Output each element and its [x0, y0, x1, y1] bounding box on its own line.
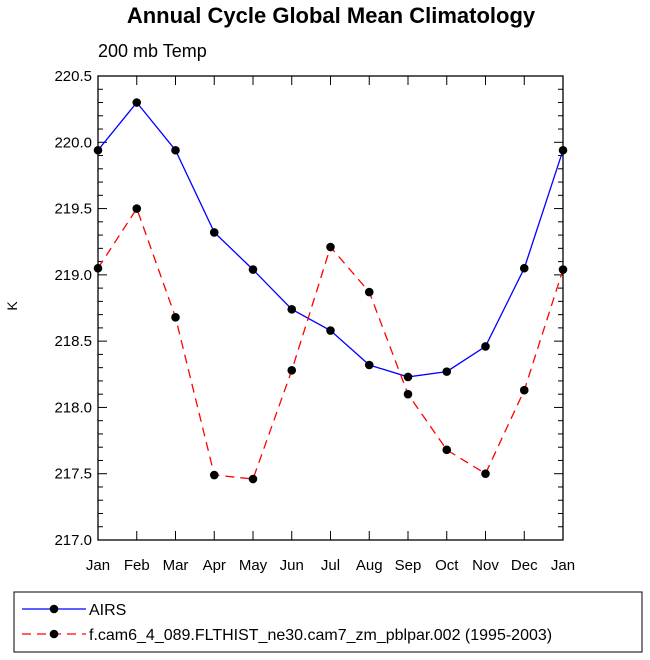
x-tick-label: Feb — [124, 557, 150, 574]
axis-ticks — [97, 75, 564, 541]
y-tick-label: 218.0 — [54, 399, 92, 416]
series-0-point — [364, 360, 374, 370]
plot-frame — [97, 75, 564, 541]
x-tick-label: Nov — [472, 557, 499, 574]
chart-title: Annual Cycle Global Mean Climatology — [127, 3, 536, 28]
series-layer — [93, 98, 568, 484]
series-1-point — [209, 470, 219, 480]
series-0-point — [248, 265, 258, 274]
legend-marker-0 — [49, 604, 59, 614]
series-0-point — [326, 326, 335, 335]
series-0-point — [93, 145, 103, 155]
legend-box — [13, 591, 643, 653]
x-tick-label: May — [239, 557, 268, 574]
y-tick-label: 219.5 — [54, 201, 92, 218]
x-tick-label: Jan — [551, 557, 575, 574]
series-1-point — [326, 242, 335, 252]
series-0-point — [442, 367, 452, 376]
y-tick-label: 220.0 — [54, 134, 92, 151]
x-tick-label: Sep — [395, 557, 422, 574]
series-1-point — [403, 389, 413, 399]
legend: AIRS f.cam6_4_089.FLTHIST_ne30.cam7_zm_pb… — [22, 602, 552, 644]
series-0-point — [481, 342, 490, 351]
series-1-point — [481, 469, 490, 479]
x-tick-label: Jun — [280, 557, 304, 574]
legend-marker-1 — [49, 629, 59, 639]
series-1-point — [248, 474, 258, 484]
y-axis-label: K — [4, 301, 20, 311]
series-0-point — [287, 305, 297, 314]
x-tick-label: Aug — [356, 557, 383, 574]
tick-labels: 217.0 217.5 218.0 218.5 219.0 219.5 220.0 220.5… — [54, 68, 575, 574]
y-tick-label: 218.5 — [54, 333, 92, 350]
series-1-point — [93, 263, 103, 273]
y-tick-label: 219.0 — [54, 267, 92, 284]
series-1-point — [519, 385, 529, 395]
series-0-point — [519, 263, 529, 273]
legend-label-1: f.cam6_4_089.FLTHIST_ne30.cam7_zm_pblpar… — [89, 627, 552, 644]
y-tick-label: 217.0 — [54, 532, 92, 549]
y-tick-label: 217.5 — [54, 466, 92, 483]
series-1-point — [287, 366, 297, 375]
chart-subtitle: 200 mb Temp — [98, 41, 207, 61]
series-0-point — [403, 372, 413, 382]
x-tick-label: Apr — [203, 557, 226, 574]
legend-label-0: AIRS — [89, 602, 126, 619]
x-tick-label: Dec — [511, 557, 538, 574]
series-1-point — [132, 204, 142, 213]
y-tick-label: 220.5 — [54, 68, 92, 85]
x-tick-label: Jul — [321, 557, 340, 574]
x-tick-label: Mar — [163, 557, 189, 574]
series-1-point — [171, 312, 180, 322]
series-0-point — [209, 228, 219, 237]
x-tick-label: Oct — [435, 557, 459, 574]
series-1-point — [364, 287, 374, 297]
series-0-point — [132, 98, 142, 107]
series-1-point — [558, 265, 568, 274]
x-tick-label: Jan — [86, 557, 110, 574]
series-0-point — [558, 145, 568, 155]
series-line-0 — [97, 101, 564, 378]
series-0-point — [171, 145, 180, 155]
series-1-point — [442, 445, 452, 455]
